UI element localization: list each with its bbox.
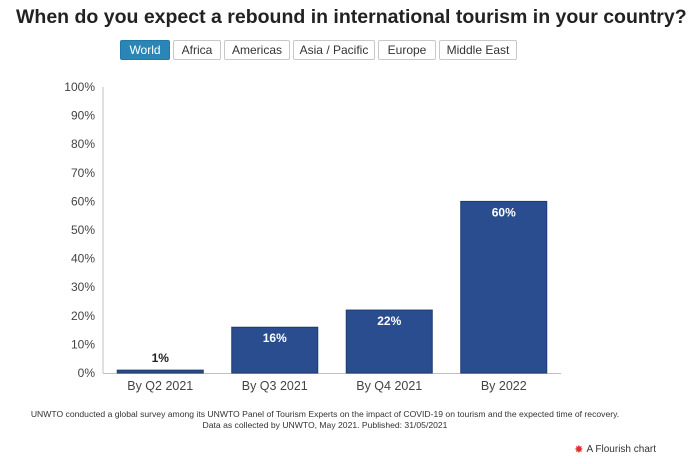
y-tick-label: 20% (71, 309, 95, 323)
bar-data-label: 60% (492, 205, 516, 219)
y-tick-label: 0% (78, 366, 96, 380)
bar (231, 326, 319, 374)
tab-europe[interactable]: Europe (378, 40, 436, 60)
footnote-line-2: Data as collected by UNWTO, May 2021. Pu… (202, 420, 448, 430)
y-tick-label: 80% (71, 137, 95, 151)
y-tick-label: 40% (71, 252, 95, 266)
tab-asia-pacific[interactable]: Asia / Pacific (293, 40, 375, 60)
bar-data-label: 1% (152, 351, 170, 365)
tab-middle-east[interactable]: Middle East (439, 40, 517, 60)
flourish-star-icon: ✸ (574, 443, 584, 456)
bar (460, 200, 548, 374)
footnote-line-1: UNWTO conducted a global survey among it… (30, 409, 620, 419)
bar (345, 309, 433, 374)
y-tick-label: 70% (71, 166, 95, 180)
bar-data-label: 22% (377, 314, 401, 328)
x-category-label: By 2022 (481, 379, 527, 393)
y-tick-label: 50% (71, 223, 95, 237)
x-category-label: By Q3 2021 (242, 379, 308, 393)
bar (116, 369, 204, 374)
chart-title: When do you expect a rebound in internat… (16, 6, 687, 28)
y-tick-label: 100% (64, 80, 95, 94)
y-tick-label: 10% (71, 337, 95, 351)
y-tick-label: 30% (71, 280, 95, 294)
tab-americas[interactable]: Americas (224, 40, 290, 60)
x-category-label: By Q4 2021 (356, 379, 422, 393)
tab-africa[interactable]: Africa (173, 40, 221, 60)
tab-world[interactable]: World (120, 40, 170, 60)
flourish-credit[interactable]: ✸ A Flourish chart (574, 444, 656, 455)
bar-data-label: 16% (263, 331, 287, 345)
y-tick-label: 60% (71, 194, 95, 208)
y-tick-label: 90% (71, 109, 95, 123)
flourish-credit-label: A Flourish chart (586, 444, 656, 455)
x-category-label: By Q2 2021 (127, 379, 193, 393)
